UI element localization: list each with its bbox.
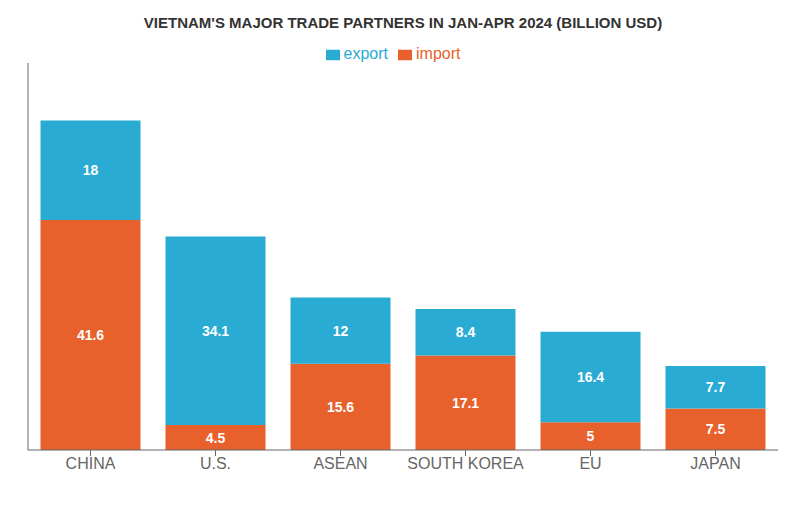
svg-text:SOUTH KOREA: SOUTH KOREA — [407, 455, 524, 472]
svg-text:JAPAN: JAPAN — [690, 455, 740, 472]
svg-text:15.6: 15.6 — [327, 399, 354, 415]
html-text:import: import — [416, 45, 461, 62]
svg-text:ASEAN: ASEAN — [313, 455, 367, 472]
svg-text:8.4: 8.4 — [456, 324, 476, 340]
svg-text:CHINA: CHINA — [66, 455, 116, 472]
svg-text:7.5: 7.5 — [706, 421, 726, 437]
svg-text:12: 12 — [333, 323, 349, 339]
html-text:VIETNAM'S MAJOR TRADE PARTNERS: VIETNAM'S MAJOR TRADE PARTNERS IN JAN-AP… — [143, 14, 663, 31]
html-text:export: export — [343, 45, 388, 62]
svg-text:5: 5 — [587, 428, 595, 444]
svg-text:4.5: 4.5 — [206, 430, 226, 446]
svg-text:34.1: 34.1 — [202, 323, 229, 339]
svg-text:7.7: 7.7 — [706, 379, 726, 395]
svg-text:18: 18 — [83, 162, 99, 178]
svg-text:U.S.: U.S. — [200, 455, 231, 472]
svg-text:17.1: 17.1 — [452, 395, 479, 411]
svg-text:16.4: 16.4 — [577, 369, 604, 385]
svg-text:41.6: 41.6 — [77, 327, 104, 343]
svg-text:EU: EU — [579, 455, 601, 472]
